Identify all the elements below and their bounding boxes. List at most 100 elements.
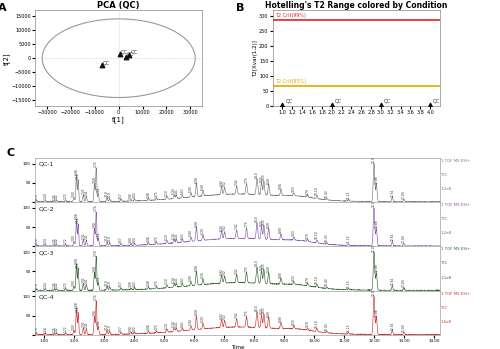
Text: 3.10: 3.10 [105,279,109,286]
Text: 7.75: 7.75 [244,309,248,316]
Text: 7.42: 7.42 [234,178,238,185]
Text: 2.74: 2.74 [94,249,98,256]
Text: 8.90: 8.90 [279,182,283,189]
Text: 5.10: 5.10 [165,189,169,196]
Text: 10.10: 10.10 [315,275,319,284]
Text: T2 Crit(95%): T2 Crit(95%) [275,80,306,84]
Text: 8.49: 8.49 [266,221,270,228]
Text: 5.41: 5.41 [174,276,178,283]
Text: 6.08: 6.08 [194,264,198,271]
Text: 9.33: 9.33 [292,230,296,237]
Text: 9.33: 9.33 [292,274,296,281]
Text: 0.76: 0.76 [35,326,39,333]
Text: 5.61: 5.61 [180,320,184,327]
Text: QC: QC [121,49,128,54]
Text: 8.10: 8.10 [255,171,259,178]
Text: 2.14: 2.14 [76,305,80,312]
Text: 13.00: 13.00 [402,279,406,287]
Text: 1.42: 1.42 [54,326,58,333]
Text: 4.02: 4.02 [132,192,136,199]
Text: 13.00: 13.00 [402,323,406,332]
Text: 2.41: 2.41 [84,189,88,196]
Text: 12.00: 12.00 [372,154,376,163]
Text: 11.15: 11.15 [346,191,350,199]
Text: 5.34: 5.34 [172,232,176,238]
Text: 1.04: 1.04 [43,326,47,333]
Text: 8.25: 8.25 [260,219,264,226]
Y-axis label: t[2]: t[2] [3,52,10,65]
Text: 2.08: 2.08 [74,213,78,219]
Text: QC: QC [127,52,134,57]
Text: 1.5e8: 1.5e8 [441,320,452,324]
Text: QC-3: QC-3 [38,250,54,255]
Text: 3.57: 3.57 [119,281,123,287]
Text: 5.41: 5.41 [174,321,178,327]
Text: 7.75: 7.75 [244,221,248,228]
Text: 2.14: 2.14 [76,172,80,179]
Text: 13.00: 13.00 [402,234,406,243]
Text: QC: QC [384,98,391,103]
Text: 2.68: 2.68 [92,310,96,316]
Text: 0.76: 0.76 [35,193,39,200]
Text: 4.75: 4.75 [154,235,158,242]
Point [328,103,336,108]
Text: QC: QC [433,98,440,103]
Text: 9.79: 9.79 [306,320,310,327]
Text: 5.90: 5.90 [189,230,193,237]
Text: 2.41: 2.41 [84,233,88,240]
Text: 2.81: 2.81 [96,320,100,326]
Text: 9.33: 9.33 [292,318,296,325]
Text: 1 TOF MS ESI+: 1 TOF MS ESI+ [441,159,470,163]
Text: A: A [0,3,7,13]
Text: 1.1e8: 1.1e8 [441,276,452,280]
X-axis label: Time: Time [231,344,244,349]
Text: TIC: TIC [441,217,447,221]
Text: 1 TOF MS ESI+: 1 TOF MS ESI+ [441,292,470,296]
Text: 2.31: 2.31 [82,232,86,239]
Text: 1 TOF MS ESI+: 1 TOF MS ESI+ [441,247,470,251]
Text: 2.68: 2.68 [92,265,96,272]
Text: 0.76: 0.76 [35,282,39,289]
Text: 2.00: 2.00 [72,279,76,285]
Text: 9.79: 9.79 [306,232,310,239]
Text: 8.90: 8.90 [279,315,283,322]
Text: 12.08: 12.08 [374,263,378,272]
Text: 10.10: 10.10 [315,186,319,195]
Text: 12.08: 12.08 [374,308,378,317]
Y-axis label: T2[Xvar(1,2)]: T2[Xvar(1,2)] [252,40,258,77]
Text: QC: QC [334,98,342,103]
Text: QC: QC [286,98,292,103]
Text: 2.81: 2.81 [96,231,100,238]
Text: 8.25: 8.25 [260,175,264,181]
Text: 3.90: 3.90 [129,192,133,199]
Text: 5.41: 5.41 [174,188,178,194]
Text: 5.90: 5.90 [189,185,193,192]
Text: 3.57: 3.57 [119,325,123,332]
Text: 7.75: 7.75 [244,265,248,272]
Text: 12.00: 12.00 [372,243,376,252]
Text: 5.10: 5.10 [165,322,169,329]
Text: 5.41: 5.41 [174,232,178,239]
Text: TIC: TIC [441,306,447,310]
Text: 2.74: 2.74 [94,294,98,300]
Text: 5.61: 5.61 [180,232,184,239]
Text: 4.48: 4.48 [146,280,150,287]
Text: 8.10: 8.10 [255,216,259,222]
Text: 2.14: 2.14 [76,261,80,268]
X-axis label: t[1]: t[1] [112,117,125,123]
Text: 2.31: 2.31 [82,276,86,283]
Text: 1.72: 1.72 [64,193,68,199]
Text: 1.2e8: 1.2e8 [441,187,452,191]
Text: 2.08: 2.08 [74,301,78,308]
Text: 8.49: 8.49 [266,265,270,272]
Text: 5.90: 5.90 [189,318,193,325]
Text: 2.08: 2.08 [74,257,78,263]
Text: 5.10: 5.10 [165,277,169,284]
Text: 2.68: 2.68 [92,176,96,183]
Text: 2.41: 2.41 [84,322,88,328]
Text: 12.61: 12.61 [390,277,394,285]
Text: 10.43: 10.43 [325,322,329,331]
Text: 9.79: 9.79 [306,188,310,194]
Text: 4.02: 4.02 [132,325,136,332]
Text: B: B [236,3,244,13]
